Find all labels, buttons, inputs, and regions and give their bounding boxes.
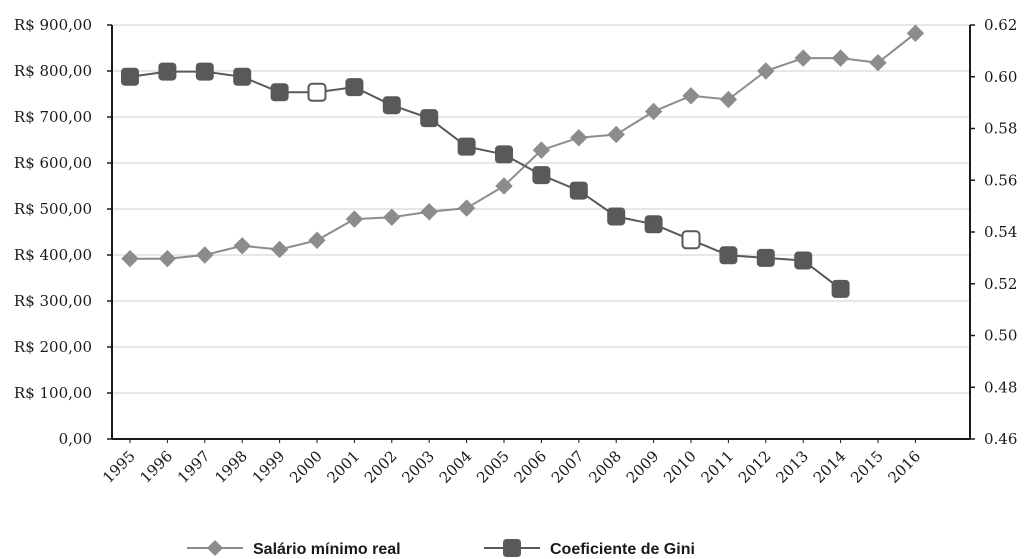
x-tick-label: 1998: [211, 447, 251, 487]
data-point-gini: [832, 280, 849, 297]
data-point-gini: [309, 84, 326, 101]
data-point-gini: [757, 249, 774, 266]
left-tick-label: R$ 100,00: [14, 384, 92, 402]
left-tick-label: R$ 300,00: [14, 292, 92, 310]
right-tick-label: 0.46: [984, 430, 1017, 448]
left-tick-label: R$ 500,00: [14, 200, 92, 218]
legend-square-icon: [503, 539, 521, 557]
x-tick-label: 2008: [585, 447, 625, 487]
x-tick-label: 2000: [286, 447, 326, 487]
right-tick-label: 0.50: [984, 327, 1017, 345]
x-axis-tick-labels: 1995199619971998199920002001200220032004…: [99, 447, 924, 487]
x-tick-label: 2015: [847, 447, 887, 487]
data-point-salario: [309, 232, 325, 248]
data-point-salario: [720, 92, 736, 108]
series-line-0: [130, 33, 915, 258]
data-point-gini: [196, 63, 213, 80]
data-point-gini: [271, 84, 288, 101]
x-tick-label: 2013: [772, 447, 812, 487]
series-markers: [122, 25, 924, 297]
x-tick-label: 2002: [361, 447, 401, 487]
x-tick-label: 2006: [510, 447, 550, 487]
x-tick-label: 2010: [660, 447, 700, 487]
data-point-gini: [159, 63, 176, 80]
x-tick-label: 2004: [436, 447, 476, 487]
right-tick-label: 0.54: [984, 223, 1017, 241]
x-tick-label: 2012: [735, 447, 775, 487]
x-tick-label: 1995: [99, 447, 139, 487]
data-point-salario: [608, 126, 624, 142]
data-point-salario: [571, 130, 587, 146]
x-tick-label: 1999: [249, 447, 289, 487]
x-tick-label: 2014: [810, 447, 850, 487]
x-tick-label: 2011: [697, 447, 737, 487]
left-tick-label: R$ 900,00: [14, 16, 92, 34]
legend: Salário mínimo real Coeficiente de Gini: [187, 539, 695, 558]
x-tick-label: 2005: [473, 447, 513, 487]
data-point-gini: [421, 110, 438, 127]
data-point-gini: [458, 138, 475, 155]
data-point-gini: [795, 252, 812, 269]
right-tick-label: 0.52: [984, 275, 1017, 293]
data-point-salario: [384, 209, 400, 225]
left-tick-label: R$ 200,00: [14, 338, 92, 356]
left-tick-label: R$ 700,00: [14, 108, 92, 126]
data-point-gini: [645, 216, 662, 233]
left-tick-label: R$ 400,00: [14, 246, 92, 264]
right-axis-tick-labels: 0.46 0.48 0.50 0.52 0.54 0.56 0.58 0.60 0.62: [984, 16, 1017, 448]
data-point-gini: [383, 97, 400, 114]
x-tick-label: 2003: [398, 447, 438, 487]
data-point-gini: [570, 182, 587, 199]
data-point-gini: [346, 79, 363, 96]
data-point-salario: [197, 247, 213, 263]
data-point-salario: [159, 251, 175, 267]
data-point-salario: [421, 204, 437, 220]
right-tick-label: 0.58: [984, 120, 1017, 138]
data-point-salario: [833, 50, 849, 66]
right-tick-label: 0.48: [984, 378, 1017, 396]
legend-label: Salário mínimo real: [253, 541, 401, 558]
data-point-gini: [683, 231, 700, 248]
left-tick-label: 0,00: [59, 430, 92, 448]
data-point-salario: [459, 200, 475, 216]
axes: [107, 25, 975, 443]
data-point-salario: [346, 211, 362, 227]
data-point-gini: [608, 208, 625, 225]
data-point-salario: [795, 50, 811, 66]
legend-label: Coeficiente de Gini: [550, 541, 695, 558]
right-tick-label: 0.60: [984, 68, 1017, 86]
data-point-gini: [122, 68, 139, 85]
legend-item-0: Salário mínimo real: [187, 540, 401, 558]
x-tick-label: 1996: [136, 447, 176, 487]
data-point-salario: [758, 63, 774, 79]
data-point-salario: [122, 251, 138, 267]
x-tick-label: 2001: [323, 447, 363, 487]
x-tick-label: 1997: [174, 447, 214, 487]
right-tick-label: 0.62: [984, 16, 1017, 34]
data-point-gini: [720, 247, 737, 264]
data-point-salario: [683, 88, 699, 104]
left-tick-label: R$ 600,00: [14, 154, 92, 172]
data-point-gini: [234, 68, 251, 85]
x-tick-label: 2016: [884, 447, 924, 487]
x-tick-label: 2007: [548, 447, 588, 487]
data-point-gini: [533, 167, 550, 184]
legend-item-1: Coeficiente de Gini: [484, 539, 695, 558]
right-tick-label: 0.56: [984, 171, 1017, 189]
left-tick-label: R$ 800,00: [14, 62, 92, 80]
data-point-salario: [234, 238, 250, 254]
data-point-gini: [496, 146, 513, 163]
x-tick-label: 2009: [623, 447, 663, 487]
legend-diamond-icon: [207, 540, 223, 556]
left-axis-tick-labels: 0,00 R$ 100,00 R$ 200,00 R$ 300,00 R$ 400,00…: [14, 16, 92, 448]
